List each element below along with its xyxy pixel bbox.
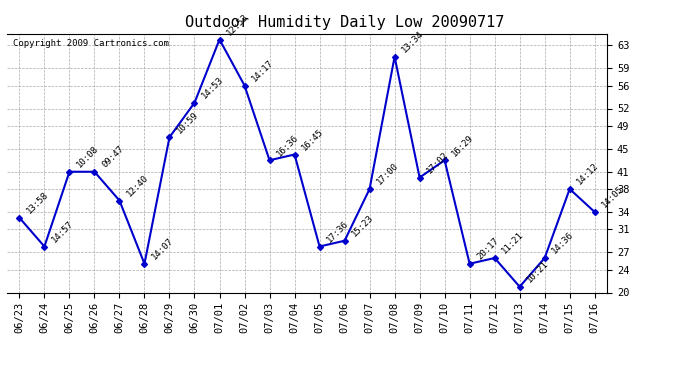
Text: 09:47: 09:47 [100,144,126,170]
Text: 16:45: 16:45 [300,127,326,152]
Text: 14:57: 14:57 [50,219,75,245]
Text: 16:36: 16:36 [275,133,300,158]
Text: Outdoor Humidity Daily Low 20090717: Outdoor Humidity Daily Low 20090717 [186,15,504,30]
Text: 14:07: 14:07 [150,236,175,262]
Text: 14:53: 14:53 [200,75,226,100]
Text: 12:53: 12:53 [225,12,250,38]
Text: 15:23: 15:23 [350,213,375,238]
Text: 17:00: 17:00 [375,162,400,187]
Text: 16:29: 16:29 [450,133,475,158]
Text: 14:36: 14:36 [550,231,575,256]
Text: 14:05: 14:05 [600,184,626,210]
Text: 17:36: 17:36 [325,219,351,245]
Text: 20:17: 20:17 [475,236,500,262]
Text: 13:34: 13:34 [400,29,426,55]
Text: 12:40: 12:40 [125,173,150,198]
Text: 14:12: 14:12 [575,162,600,187]
Text: 14:17: 14:17 [250,58,275,83]
Text: 11:21: 11:21 [500,231,526,256]
Text: 10:59: 10:59 [175,110,200,135]
Text: Copyright 2009 Cartronics.com: Copyright 2009 Cartronics.com [13,39,169,48]
Text: 13:58: 13:58 [25,190,50,216]
Text: 17:02: 17:02 [425,150,451,176]
Text: 10:08: 10:08 [75,144,100,170]
Text: 10:21: 10:21 [525,259,551,285]
